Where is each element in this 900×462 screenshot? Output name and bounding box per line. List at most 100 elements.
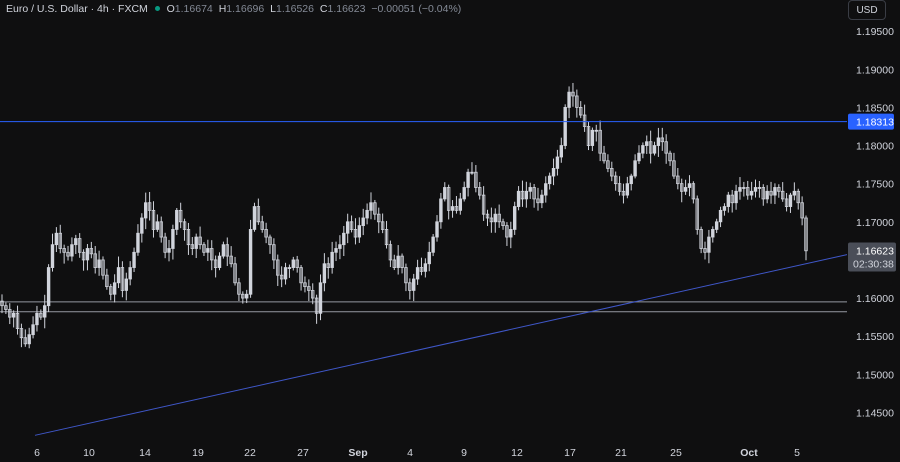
candle (497, 204, 501, 228)
candle (516, 186, 521, 211)
candle-body (512, 206, 517, 230)
candle (349, 215, 354, 233)
candle (559, 137, 564, 163)
candle-body (202, 244, 206, 253)
candle (58, 224, 62, 254)
candle (777, 184, 781, 198)
candle-body (516, 190, 521, 207)
candle (637, 145, 641, 164)
candle-body (11, 312, 16, 318)
candle (509, 221, 513, 249)
candle (4, 302, 8, 315)
candle (738, 177, 742, 200)
candle-body (136, 232, 140, 253)
candle (206, 239, 210, 261)
candle (788, 192, 793, 213)
candle-body (46, 267, 51, 307)
candle-body (497, 213, 501, 223)
candle-body (373, 202, 377, 215)
time-axis[interactable]: 6 10 14 19 22 27 Sep 4 9 12 17 21 25 Oct 5 (34, 447, 800, 459)
candle-body (773, 187, 777, 196)
candle (241, 291, 245, 304)
candle-body (680, 183, 684, 192)
candle-body (575, 95, 579, 108)
candle-body (213, 259, 218, 268)
candle-body (248, 229, 253, 295)
candle (470, 162, 474, 175)
candle (435, 215, 439, 242)
candle-body (225, 244, 229, 257)
candle (450, 200, 455, 218)
candle-body (742, 187, 746, 189)
candle-body (299, 267, 303, 284)
candle-body (769, 190, 773, 196)
candle (318, 274, 323, 321)
time-tick-label: 19 (192, 447, 204, 459)
candle-body (613, 175, 618, 185)
open-value: 1.16674 (174, 3, 213, 15)
candle-body (97, 259, 101, 268)
candle-body (163, 236, 167, 253)
candle-body (124, 278, 128, 291)
time-tick-label: 12 (511, 447, 523, 459)
close-value: 1.16623 (327, 3, 366, 15)
time-tick-label: 17 (564, 447, 576, 459)
candle-body (443, 187, 447, 200)
candle-body (695, 198, 699, 230)
candle (268, 234, 272, 254)
candle-body (563, 107, 567, 146)
candle-body (357, 225, 362, 238)
candle (365, 203, 369, 225)
bar-countdown-text: 02:30:38 (853, 259, 894, 271)
candle-body (295, 259, 299, 268)
candle (287, 264, 292, 278)
candle-body (330, 251, 334, 268)
candle (171, 224, 175, 260)
candle-body (544, 183, 548, 196)
candle (132, 247, 136, 273)
candle (322, 253, 327, 292)
price-scale[interactable]: 1.19500 1.19000 1.18500 1.18000 1.17500 1.170… (848, 26, 896, 419)
candle (610, 161, 614, 182)
candle (233, 256, 237, 286)
candle-body (711, 229, 715, 238)
candle-body (788, 194, 793, 207)
time-tick-label: 9 (461, 447, 467, 459)
candle (155, 214, 160, 232)
candle-body (167, 248, 171, 253)
candle-body (198, 236, 202, 246)
time-tick-label: Sep (348, 447, 367, 459)
candle (225, 237, 229, 267)
candle (656, 127, 661, 157)
candle (11, 310, 16, 328)
candle (221, 241, 226, 259)
candle (77, 233, 82, 258)
candle (746, 180, 750, 200)
candle-body (268, 236, 272, 246)
candle-body (112, 282, 117, 295)
candle-body (353, 229, 358, 238)
candle-body (784, 198, 789, 207)
candle-body (85, 248, 90, 261)
candle-body (279, 274, 284, 280)
candles-layer (0, 82, 808, 349)
candle (501, 218, 505, 230)
candle (167, 239, 171, 262)
candle (439, 192, 443, 229)
candle-body (505, 225, 509, 238)
currency-button[interactable]: USD (848, 0, 886, 20)
candle-body (423, 263, 428, 272)
candle (93, 246, 97, 274)
candle-body (796, 190, 800, 204)
candle-body (15, 312, 20, 329)
candle-body (431, 236, 435, 253)
candle (314, 294, 319, 324)
candle (633, 154, 637, 179)
candle (396, 245, 400, 275)
candle (272, 238, 276, 269)
candle (147, 191, 152, 221)
candle-body (765, 190, 769, 200)
candle (792, 182, 797, 201)
candle-body (109, 286, 113, 295)
